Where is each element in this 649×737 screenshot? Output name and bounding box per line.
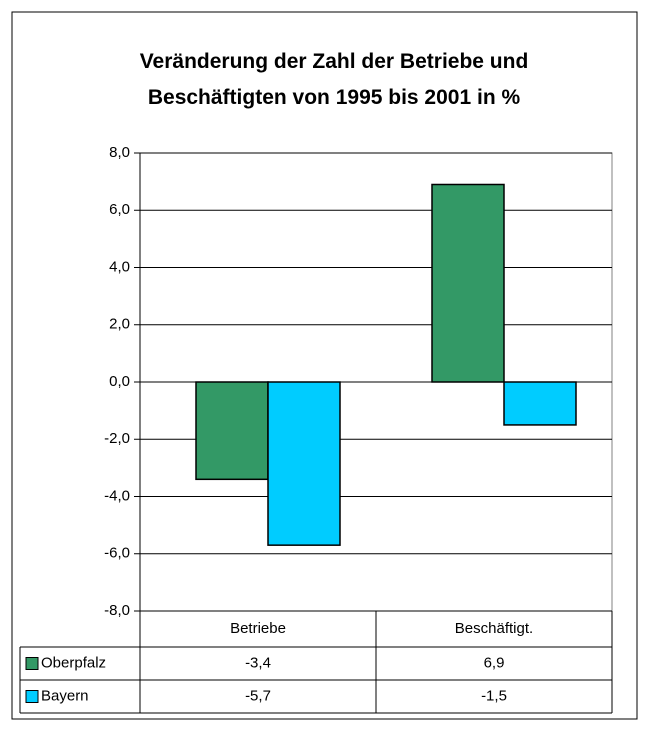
y-tick-label: -4,0 bbox=[104, 487, 130, 504]
bar bbox=[431, 183, 505, 383]
y-tick-label: 6,0 bbox=[109, 201, 130, 218]
y-tick-label: -2,0 bbox=[104, 430, 130, 447]
chart-title: Veränderung der Zahl der Betriebe und Be… bbox=[139, 50, 529, 109]
y-tick-label: -6,0 bbox=[104, 545, 130, 562]
table-value: 6,9 bbox=[484, 654, 505, 671]
chart-frame bbox=[11, 11, 638, 720]
x-tick-label: Beschäftigt. bbox=[455, 620, 533, 637]
table-value: -5,7 bbox=[245, 687, 271, 704]
legend-key bbox=[25, 657, 39, 670]
table-value: -3,4 bbox=[245, 654, 271, 671]
y-tick-label: -8,0 bbox=[104, 602, 130, 619]
y-tick-label: 0,0 bbox=[109, 373, 130, 390]
legend-label: Oberpfalz bbox=[41, 654, 106, 671]
x-tick-label: Betriebe bbox=[230, 620, 286, 637]
table-value: -1,5 bbox=[481, 687, 507, 704]
legend-key bbox=[25, 690, 39, 703]
y-tick-label: 4,0 bbox=[109, 258, 130, 275]
bar bbox=[267, 381, 341, 546]
y-tick-label: 2,0 bbox=[109, 316, 130, 333]
y-tick-label: 8,0 bbox=[109, 144, 130, 161]
bar bbox=[503, 381, 577, 426]
bar bbox=[195, 381, 269, 481]
legend-label: Bayern bbox=[41, 687, 89, 704]
